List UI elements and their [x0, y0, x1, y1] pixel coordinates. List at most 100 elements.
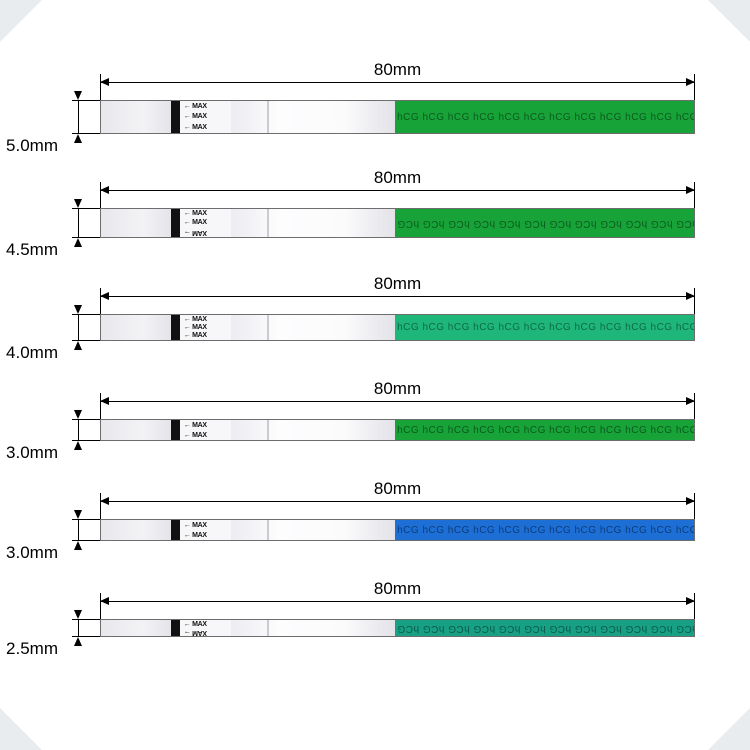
max-label-line: ← MAX — [184, 432, 207, 439]
length-dimension: 80mm — [100, 172, 695, 200]
thickness-dimension: 3.0mm — [0, 419, 100, 441]
arrow-right-icon — [686, 497, 695, 505]
max-label-line: ← MAX — [184, 629, 207, 636]
test-strip: ← MAX← MAX hCG hCG hCG hCG hCG hCG hCG hC… — [100, 619, 695, 637]
dimension-tick — [72, 208, 102, 209]
indicator-band — [171, 520, 180, 540]
handle-text-pattern: hCG hCG hCG hCG hCG hCG hCG hCG hCG hCG … — [397, 623, 694, 634]
max-label-line: ← MAX — [184, 621, 207, 628]
dimension-line — [78, 619, 79, 637]
arrow-left-icon — [100, 78, 109, 86]
dimension-line — [100, 296, 695, 297]
max-label-line: ← MAX — [184, 332, 207, 339]
length-label: 80mm — [100, 60, 695, 80]
max-label-line: ← MAX — [184, 324, 207, 331]
dimension-line — [100, 82, 695, 83]
sample-pad — [101, 420, 171, 440]
max-label-block: ← MAX← MAX← MAX — [184, 315, 209, 340]
dimension-line — [100, 501, 695, 502]
strip-handle: hCG hCG hCG hCG hCG hCG hCG hCG hCG hCG … — [395, 101, 694, 133]
arrow-up-icon — [74, 541, 82, 550]
dimension-tick — [72, 619, 102, 620]
reaction-membrane — [231, 420, 395, 440]
strip-handle: hCG hCG hCG hCG hCG hCG hCG hCG hCG hCG … — [395, 420, 694, 440]
handle-text-pattern: hCG hCG hCG hCG hCG hCG hCG hCG hCG hCG … — [397, 218, 694, 229]
max-label-block: ← MAX← MAX← MAX — [184, 209, 209, 237]
arrow-right-icon — [686, 292, 695, 300]
arrow-down-icon — [74, 610, 82, 619]
max-label-line: ← MAX — [184, 522, 207, 529]
arrow-up-icon — [74, 637, 82, 646]
max-label-block: ← MAX← MAX← MAX — [184, 101, 209, 133]
max-marker-zone: ← MAX← MAX← MAX — [171, 101, 231, 133]
arrow-left-icon — [100, 497, 109, 505]
length-label: 80mm — [100, 274, 695, 294]
arrow-right-icon — [686, 597, 695, 605]
length-dimension: 80mm — [100, 383, 695, 411]
thickness-dimension: 2.5mm — [0, 619, 100, 637]
length-dimension: 80mm — [100, 583, 695, 611]
max-label-line: ← MAX — [184, 210, 207, 217]
handle-text-pattern: hCG hCG hCG hCG hCG hCG hCG hCG hCG hCG … — [397, 322, 694, 333]
thickness-dimension: 4.5mm — [0, 208, 100, 238]
watermark-corner — [708, 0, 750, 42]
handle-text-pattern: hCG hCG hCG hCG hCG hCG hCG hCG hCG hCG … — [397, 525, 694, 536]
reaction-membrane — [231, 315, 395, 340]
thickness-dimension: 3.0mm — [0, 519, 100, 541]
arrow-down-icon — [74, 510, 82, 519]
dimension-tick — [72, 419, 102, 420]
diagram-container: 80mm5.0mm← MAX← MAX← MAXhCG hCG hCG hCG … — [0, 0, 750, 750]
indicator-band — [171, 420, 180, 440]
length-dimension: 80mm — [100, 278, 695, 306]
thickness-label: 4.0mm — [6, 343, 58, 363]
strip-handle: hCG hCG hCG hCG hCG hCG hCG hCG hCG hCG … — [395, 620, 694, 636]
strip-handle: hCG hCG hCG hCG hCG hCG hCG hCG hCG hCG … — [395, 520, 694, 540]
thickness-label: 2.5mm — [6, 639, 58, 659]
length-dimension: 80mm — [100, 64, 695, 92]
length-dimension: 80mm — [100, 483, 695, 511]
watermark-corner — [708, 708, 750, 750]
sample-pad — [101, 620, 171, 636]
max-label-line: ← MAX — [184, 124, 207, 131]
dimension-line — [78, 208, 79, 238]
test-strip: ← MAX← MAX← MAXhCG hCG hCG hCG hCG hCG h… — [100, 208, 695, 238]
max-label-block: ← MAX← MAX — [184, 620, 209, 636]
dimension-line — [100, 601, 695, 602]
indicator-band — [171, 101, 180, 133]
length-label: 80mm — [100, 479, 695, 499]
arrow-right-icon — [686, 397, 695, 405]
reaction-membrane — [231, 209, 395, 237]
watermark-corner — [0, 0, 42, 42]
dimension-line — [100, 190, 695, 191]
max-marker-zone: ← MAX← MAX← MAX — [171, 315, 231, 340]
dimension-tick — [72, 314, 102, 315]
arrow-down-icon — [74, 199, 82, 208]
arrow-down-icon — [74, 305, 82, 314]
thickness-dimension: 4.0mm — [0, 314, 100, 341]
sample-pad — [101, 520, 171, 540]
arrow-down-icon — [74, 410, 82, 419]
arrow-down-icon — [74, 91, 82, 100]
thickness-label: 3.0mm — [6, 543, 58, 563]
sample-pad — [101, 209, 171, 237]
sample-pad — [101, 101, 171, 133]
arrow-left-icon — [100, 597, 109, 605]
max-marker-zone: ← MAX← MAX — [171, 620, 231, 636]
dimension-line — [78, 100, 79, 134]
arrow-up-icon — [74, 441, 82, 450]
strip-handle: hCG hCG hCG hCG hCG hCG hCG hCG hCG hCG … — [395, 315, 694, 340]
length-label: 80mm — [100, 379, 695, 399]
max-marker-zone: ← MAX← MAX — [171, 520, 231, 540]
watermark-corner — [0, 708, 42, 750]
strip-handle: hCG hCG hCG hCG hCG hCG hCG hCG hCG hCG … — [395, 209, 694, 237]
dimension-line — [78, 419, 79, 441]
max-marker-zone: ← MAX← MAX← MAX — [171, 209, 231, 237]
dimension-line — [78, 519, 79, 541]
arrow-left-icon — [100, 186, 109, 194]
test-strip: ← MAX← MAX← MAX hCG hCG hCG hCG hCG hCG h… — [100, 100, 695, 134]
dimension-line — [100, 401, 695, 402]
arrow-right-icon — [686, 186, 695, 194]
thickness-dimension: 5.0mm — [0, 100, 100, 134]
max-label-line: ← MAX — [184, 229, 207, 236]
arrow-left-icon — [100, 397, 109, 405]
